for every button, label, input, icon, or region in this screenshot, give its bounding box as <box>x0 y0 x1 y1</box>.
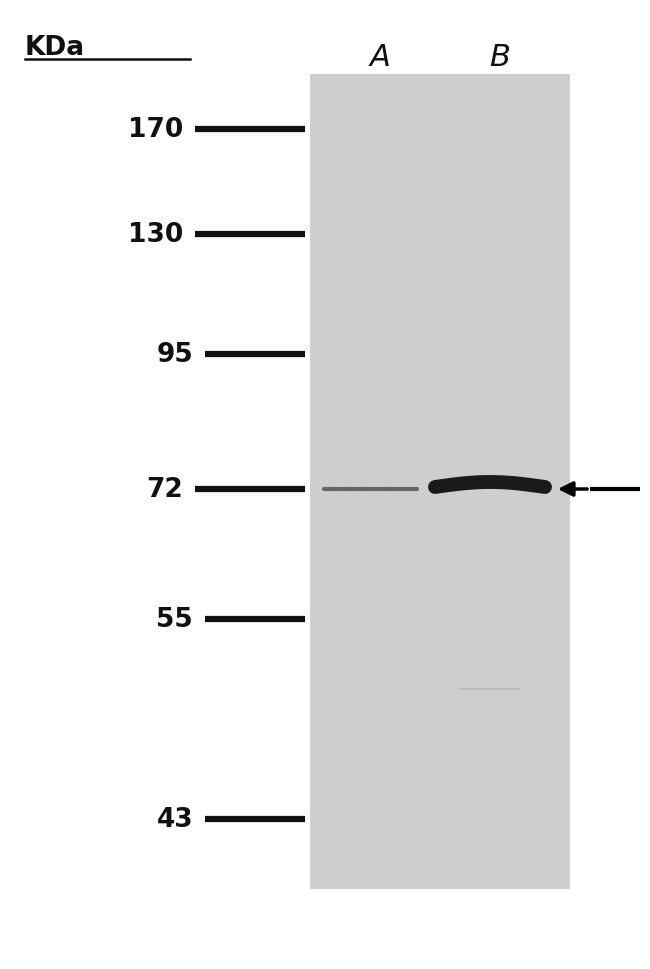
Text: 130: 130 <box>128 222 183 248</box>
Text: 43: 43 <box>157 806 193 832</box>
Text: 170: 170 <box>128 117 183 142</box>
Text: 95: 95 <box>156 342 193 367</box>
Text: B: B <box>489 44 510 73</box>
Text: 72: 72 <box>146 477 183 503</box>
Text: 55: 55 <box>156 607 193 633</box>
Text: A: A <box>370 44 391 73</box>
Bar <box>310 75 570 890</box>
Text: KDa: KDa <box>25 35 85 61</box>
